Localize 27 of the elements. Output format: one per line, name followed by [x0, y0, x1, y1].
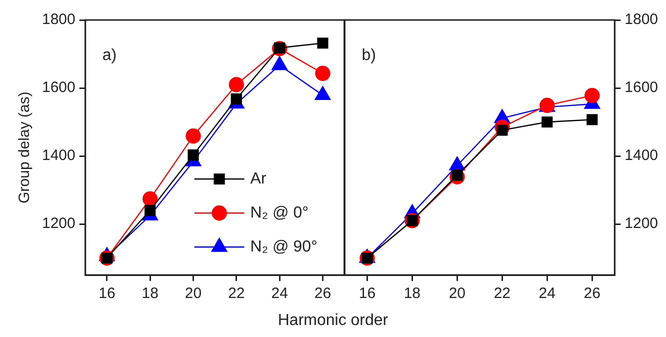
x-tick-label: 22	[228, 285, 245, 302]
x-tick-label: 20	[448, 285, 466, 302]
y-tick-label: 1800	[42, 11, 76, 28]
x-tick-label: 18	[142, 285, 158, 302]
x-tick-label: 26	[314, 285, 332, 302]
y-axis-title: Group delay (as)	[16, 92, 34, 204]
y-tick-label: 1400	[42, 147, 76, 164]
x-tick-label: 20	[184, 285, 202, 302]
x-tick-label: 24	[271, 285, 288, 302]
x-tick-label: 16	[98, 285, 116, 302]
annotation: b)	[362, 47, 376, 64]
x-tick-label: 18	[404, 285, 421, 302]
x-tick-label: 24	[538, 285, 556, 302]
y-tick-label: 1200	[42, 215, 76, 232]
x-tick-label: 26	[584, 285, 600, 302]
y2-tick-label: 1800	[624, 11, 658, 28]
x-tick-label: 16	[358, 285, 376, 302]
y-tick-label: 1600	[42, 79, 76, 96]
y2-tick-label: 1400	[624, 147, 658, 164]
legend-label: N₂ @ 0°	[250, 204, 309, 222]
y2-tick-label: 1600	[624, 79, 658, 96]
x-tick-label: 22	[494, 285, 511, 302]
annotation: a)	[102, 47, 117, 64]
legend-label: N₂ @ 90°	[250, 238, 318, 256]
x-axis-title: Harmonic order	[276, 312, 390, 330]
legend-label: Ar	[250, 170, 267, 188]
y2-tick-label: 1200	[624, 215, 658, 232]
